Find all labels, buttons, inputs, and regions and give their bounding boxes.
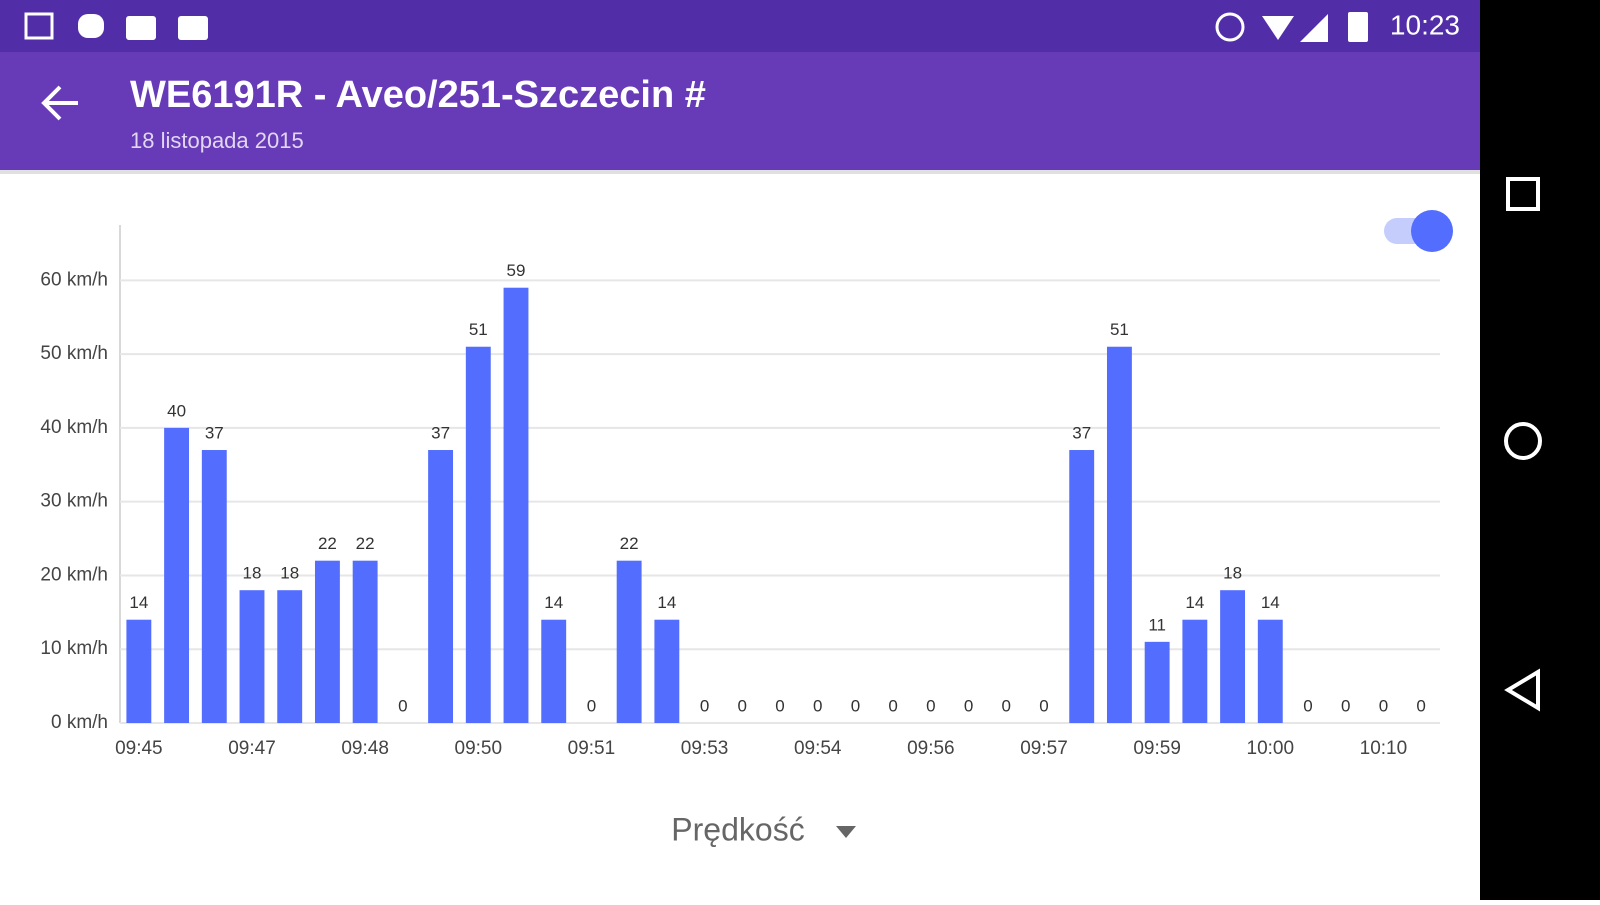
y-tick-label: 60 km/h — [40, 269, 108, 290]
status-bar — [0, 0, 1480, 52]
x-tick-label: 09:48 — [341, 738, 389, 759]
bar — [126, 619, 152, 723]
value-label: 0 — [851, 696, 860, 715]
value-label: 18 — [280, 564, 299, 583]
bar — [654, 619, 680, 723]
bar — [239, 590, 265, 723]
value-label: 14 — [1185, 593, 1204, 612]
toolbar-shadow — [0, 170, 1480, 174]
value-label: 11 — [1148, 615, 1166, 634]
bar — [314, 560, 340, 723]
value-label: 37 — [205, 424, 224, 443]
value-label: 0 — [964, 696, 973, 715]
value-label: 0 — [888, 696, 897, 715]
value-label: 59 — [507, 261, 526, 280]
selector-label[interactable]: Prędkość — [671, 811, 804, 847]
bar — [1257, 619, 1283, 723]
bar — [1106, 346, 1132, 723]
value-label: 14 — [544, 593, 563, 612]
bar — [1069, 450, 1095, 723]
value-label: 0 — [1303, 696, 1312, 715]
x-tick-label: 09:59 — [1133, 738, 1181, 759]
value-label: 0 — [1341, 696, 1350, 715]
nav-bar — [1480, 0, 1600, 900]
bar — [616, 560, 642, 723]
value-label: 0 — [1416, 696, 1425, 715]
nav-recents[interactable] — [1506, 177, 1540, 211]
x-tick-label: 10:00 — [1247, 738, 1295, 759]
value-label: 37 — [431, 424, 450, 443]
bar — [503, 287, 529, 723]
value-label: 37 — [1072, 424, 1091, 443]
y-tick-label: 10 km/h — [40, 638, 108, 659]
x-tick-label: 09:47 — [228, 738, 276, 759]
value-label: 0 — [926, 696, 935, 715]
value-label: 0 — [1379, 696, 1388, 715]
value-label: 0 — [1039, 696, 1048, 715]
bar — [541, 619, 567, 723]
value-label: 0 — [813, 696, 822, 715]
value-label: 40 — [167, 401, 186, 420]
bar — [465, 346, 491, 723]
value-label: 22 — [356, 534, 375, 553]
x-tick-label: 09:54 — [794, 738, 842, 759]
toggle[interactable] — [1384, 210, 1453, 252]
nav-home[interactable] — [1504, 422, 1542, 460]
x-tick-label: 09:53 — [681, 738, 729, 759]
value-label: 0 — [700, 696, 709, 715]
bar — [428, 450, 454, 723]
nav-back[interactable] — [1504, 668, 1540, 712]
bar — [352, 560, 378, 723]
value-label: 18 — [243, 564, 262, 583]
status-time: 10:23 — [1390, 9, 1460, 40]
x-tick-label: 09:57 — [1020, 738, 1068, 759]
value-label: 0 — [398, 696, 407, 715]
value-label: 22 — [318, 534, 337, 553]
value-label: 0 — [1002, 696, 1011, 715]
value-label: 22 — [620, 534, 639, 553]
y-tick-label: 30 km/h — [40, 491, 108, 512]
value-label: 51 — [469, 320, 488, 339]
y-tick-label: 40 km/h — [40, 417, 108, 438]
bar — [277, 590, 303, 723]
x-tick-label: 09:50 — [455, 738, 503, 759]
bar — [164, 427, 190, 723]
x-tick-label: 10:10 — [1360, 738, 1408, 759]
bar — [1220, 590, 1246, 723]
toolbar — [0, 52, 1480, 170]
selector-arrow[interactable] — [836, 826, 856, 838]
y-tick-label: 20 km/h — [40, 564, 108, 585]
back-button[interactable] — [41, 85, 78, 121]
value-label: 0 — [775, 696, 784, 715]
x-tick-label: 09:45 — [115, 738, 163, 759]
bar — [1144, 641, 1170, 723]
y-tick-label: 0 km/h — [51, 712, 108, 733]
value-label: 14 — [129, 593, 148, 612]
bar — [1182, 619, 1208, 723]
value-label: 18 — [1223, 564, 1242, 583]
value-label: 14 — [657, 593, 676, 612]
toolbar-title: WE6191R - Aveo/251-Szczecin # — [130, 74, 706, 116]
bar — [201, 450, 227, 723]
value-label: 14 — [1261, 593, 1280, 612]
status-icons — [24, 12, 1368, 42]
toggle-thumb — [1411, 210, 1453, 252]
value-label: 0 — [738, 696, 747, 715]
plot: 0 km/h 10 km/h 20 km/h 30 km/h 40 km/h 50 km/… — [40, 261, 1440, 759]
y-tick-label: 50 km/h — [40, 343, 108, 364]
x-tick-label: 09:51 — [568, 738, 616, 759]
toolbar-subtitle: 18 listopada 2015 — [130, 128, 304, 153]
value-label: 0 — [587, 696, 596, 715]
value-label: 51 — [1110, 320, 1129, 339]
x-tick-label: 09:56 — [907, 738, 955, 759]
